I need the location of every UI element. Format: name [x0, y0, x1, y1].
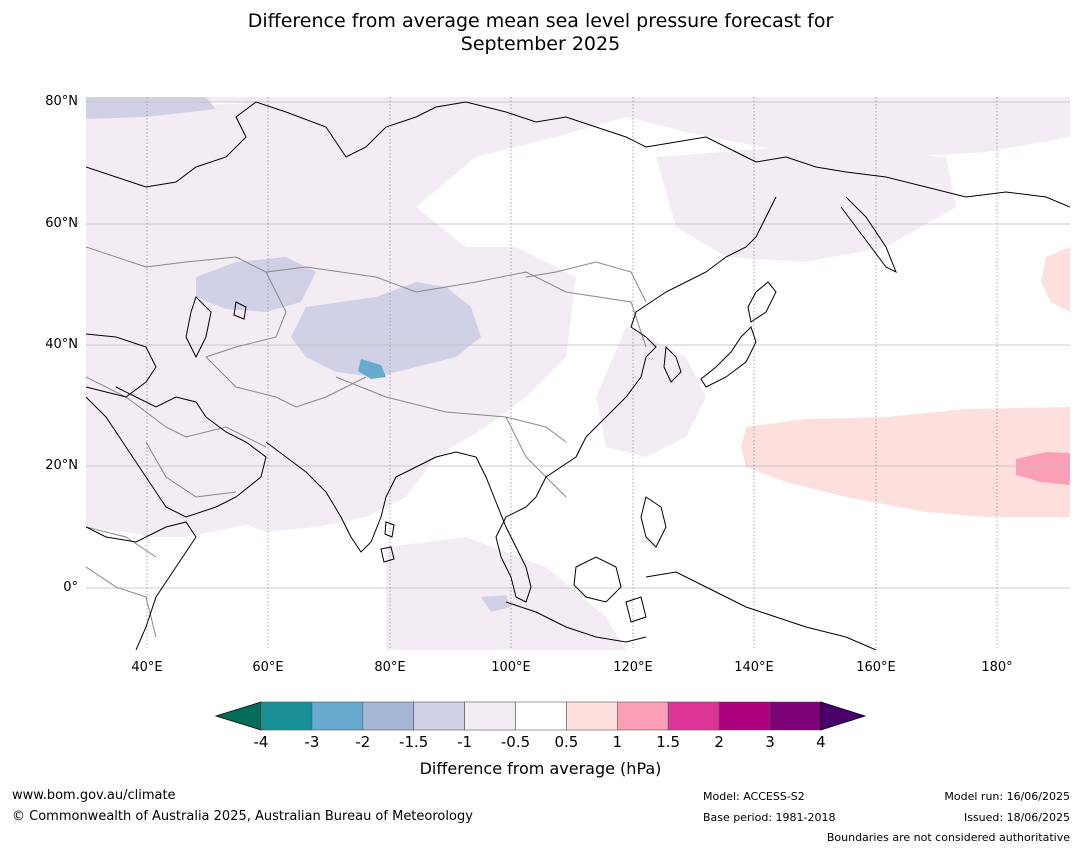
map-canvas [86, 97, 1070, 650]
base-period: Base period: 1981-2018 [703, 811, 836, 824]
colorbar-segment [362, 701, 415, 731]
colorbar-segment [413, 701, 465, 731]
colorbar-segment [311, 701, 364, 731]
issued-date: Issued: 18/06/2025 [963, 811, 1070, 824]
lon-label-60e: 60°E [252, 660, 284, 675]
lon-label-160e: 160°E [856, 660, 896, 675]
colorbar-tick-label: 1.5 [656, 733, 681, 751]
colorbar-tick-label: -2 [355, 733, 371, 751]
map-title: Difference from average mean sea level p… [0, 10, 1081, 56]
colorbar-tick-label: 4 [816, 733, 826, 751]
lat-label-60n: 60°N [45, 216, 78, 231]
website-link[interactable]: www.bom.gov.au/climate [12, 788, 176, 803]
colorbar-tick-label: 2 [714, 733, 724, 751]
colorbar-segment [515, 701, 567, 731]
lon-label-40e: 40°E [131, 660, 163, 675]
colorbar-extend-high [820, 701, 867, 731]
colorbar-segment [464, 701, 516, 731]
lat-label-40n: 40°N [45, 337, 78, 352]
colorbar-label: Difference from average (hPa) [419, 759, 662, 778]
colorbar-tick-label: 3 [765, 733, 775, 751]
colorbar-segment [616, 701, 669, 731]
lon-label-100e: 100°E [491, 660, 531, 675]
colorbar-tick-label: -1 [457, 733, 473, 751]
colorbar-tick-label: -4 [253, 733, 269, 751]
colorbar-tick-label: -3 [304, 733, 320, 751]
colorbar-segment [260, 701, 313, 731]
graticule [86, 101, 1070, 589]
colorbar [215, 701, 867, 731]
title-line-1: Difference from average mean sea level p… [247, 10, 834, 32]
colorbar-tick-label: -0.5 [500, 733, 531, 751]
colorbar-segment [667, 701, 720, 731]
title-line-2: September 2025 [460, 33, 621, 55]
lat-label-20n: 20°N [45, 458, 78, 473]
country-borders [86, 246, 647, 638]
model-run-date: Model run: 16/06/2025 [944, 790, 1070, 803]
lat-label-80n: 80°N [45, 94, 78, 109]
colorbar-segment [769, 701, 822, 731]
boundaries-disclaimer: Boundaries are not considered authoritat… [826, 831, 1070, 844]
coastlines [86, 101, 1070, 650]
colorbar-tick-label: 0.5 [554, 733, 579, 751]
lon-label-120e: 120°E [613, 660, 653, 675]
map-area [86, 97, 1070, 650]
model-name: Model: ACCESS-S2 [703, 790, 805, 803]
colorbar-segment [718, 701, 771, 731]
anomaly-shading [86, 97, 1070, 650]
colorbar-tick-label: 1 [612, 733, 623, 751]
lon-label-80e: 80°E [374, 660, 406, 675]
lat-label-0: 0° [63, 580, 78, 595]
lon-label-140e: 140°E [734, 660, 774, 675]
copyright-text: © Commonwealth of Australia 2025, Austra… [12, 809, 473, 824]
colorbar-segment [566, 701, 618, 731]
colorbar-tick-label: -1.5 [399, 733, 429, 751]
lon-label-180: 180° [981, 660, 1013, 675]
colorbar-extend-low [215, 701, 262, 731]
